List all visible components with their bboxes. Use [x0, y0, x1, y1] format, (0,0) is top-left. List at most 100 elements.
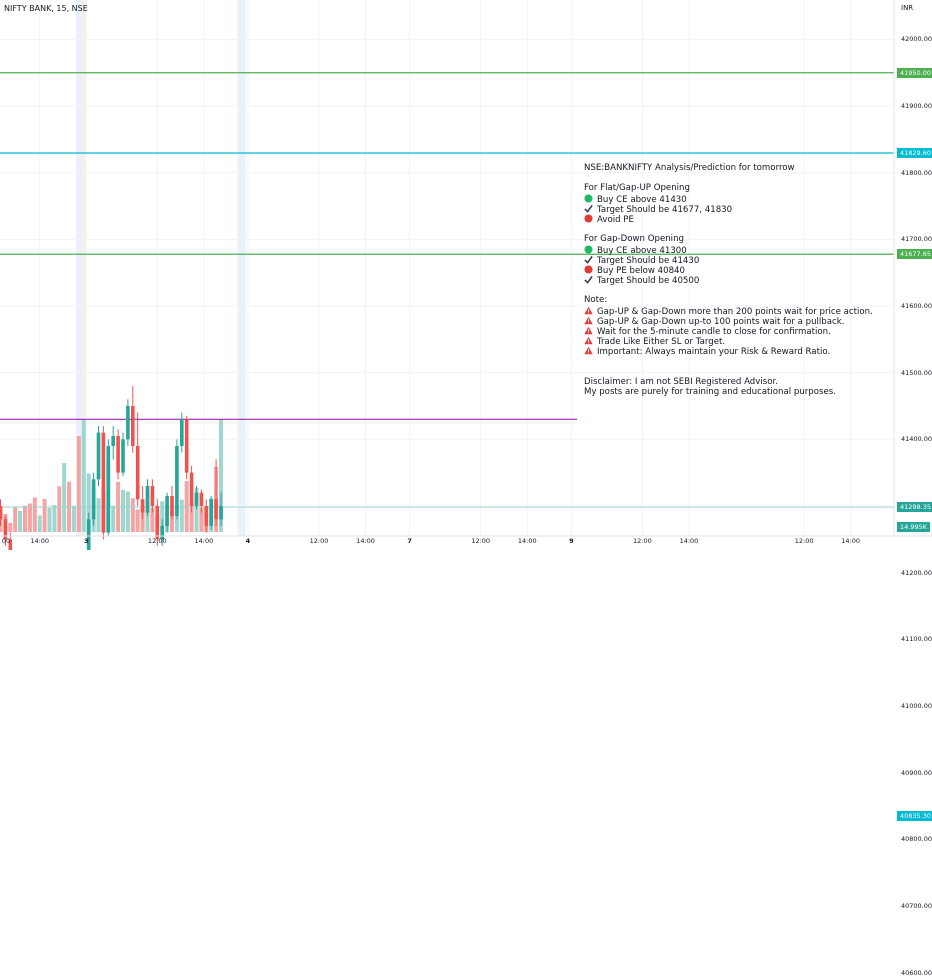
- warning-icon: [584, 326, 597, 337]
- session-highlight-1: [237, 0, 246, 536]
- annotation-text: Gap-UP & Gap-Down more than 200 points w…: [597, 306, 873, 317]
- candle-body-31: [150, 485, 155, 506]
- volume-bar-40: [194, 487, 199, 532]
- volume-bar-8: [37, 515, 42, 532]
- price-chart[interactable]: [0, 0, 932, 550]
- volume-bar-7: [32, 497, 37, 532]
- y-tick-label: 41500.00: [901, 368, 932, 377]
- chart-grid: [0, 0, 894, 536]
- y-tick-label: 41700.00: [901, 235, 932, 244]
- red-circle-icon: [584, 214, 597, 225]
- candle-body-25: [121, 439, 125, 473]
- red-circle-icon: [584, 265, 597, 276]
- y-tick-label: 40800.00: [901, 835, 932, 844]
- volume-bar-18: [86, 473, 91, 532]
- candle-body-42: [204, 505, 209, 526]
- annotation-spacer: [584, 285, 873, 295]
- x-tick-label: 12:00: [794, 537, 814, 545]
- candle-body-28: [135, 445, 140, 500]
- warning-icon: [584, 347, 597, 357]
- annotation-spacer: [584, 357, 873, 367]
- volume-bar-4: [18, 511, 23, 532]
- annotation-line: Buy PE below 40840: [584, 265, 873, 276]
- volume-bar-25: [121, 490, 125, 532]
- annotation-text: Wait for the 5-minute candle to close fo…: [597, 327, 831, 337]
- x-tick-label: 14:00: [356, 537, 375, 545]
- candle-body-33: [160, 525, 164, 540]
- y-tick-label: 40900.00: [901, 768, 932, 777]
- x-tick-label: 00: [1, 537, 11, 545]
- annotation-text: Gap-UP & Gap-Down up-to 100 points wait …: [597, 316, 845, 327]
- candle-body-27: [131, 405, 135, 446]
- annotation-text: Buy CE above 41300: [597, 245, 687, 256]
- annotation-line: NSE:BANKNIFTY Analysis/Prediction for to…: [584, 163, 873, 173]
- volume-bar-3: [13, 507, 18, 532]
- x-tick-label: 3: [83, 537, 89, 545]
- volume-bar-23: [111, 505, 116, 532]
- volume-bar-45: [219, 419, 223, 532]
- price-badge: 41298.35: [897, 502, 932, 513]
- warning-icon: [584, 306, 597, 317]
- x-tick-label: 14:00: [30, 537, 50, 545]
- annotation-line: Avoid PE: [584, 214, 873, 225]
- green-circle-icon: [584, 244, 597, 256]
- check-icon: [584, 204, 597, 215]
- volume-bar-28: [135, 509, 140, 532]
- annotation-spacer: [584, 224, 873, 234]
- warning-icon: [584, 316, 597, 327]
- volume-bar-38: [184, 481, 189, 532]
- x-tick-label: 12:00: [471, 537, 491, 545]
- volume-bar-11: [52, 505, 57, 532]
- price-badge: 41950.00: [897, 67, 932, 78]
- annotation-text: For Gap-Down Opening: [584, 234, 684, 245]
- candle-body-23: [111, 435, 115, 446]
- volume-bar-13: [62, 463, 67, 532]
- symbol-title[interactable]: NIFTY BANK, 15, NSE: [4, 4, 88, 13]
- volume-bar-39: [189, 501, 194, 532]
- check-icon: [584, 255, 597, 266]
- annotation-text: Target Should be 41677, 41830: [597, 204, 733, 215]
- volume-bar-15: [72, 505, 76, 532]
- annotation-text: Avoid PE: [597, 214, 634, 225]
- x-tick-label: 4: [245, 537, 251, 545]
- annotation-text: NSE:BANKNIFTY Analysis/Prediction for to…: [584, 163, 795, 173]
- x-tick-label: 14:00: [841, 537, 861, 545]
- candle-body-44: [214, 499, 218, 520]
- volume-bar-10: [47, 508, 52, 532]
- analysis-text-note[interactable]: NSE:BANKNIFTY Analysis/Prediction for to…: [584, 163, 873, 397]
- annotation-line: Target Should be 41677, 41830: [584, 204, 873, 215]
- candle-body-20: [96, 432, 101, 480]
- candle-body-0: [0, 505, 3, 520]
- candle-body-26: [126, 405, 130, 440]
- candle-body-22: [106, 445, 111, 533]
- price-badge: 41677.65: [897, 249, 932, 260]
- y-tick-label: 42000.00: [901, 35, 932, 44]
- annotation-spacer: [584, 367, 873, 377]
- volume-bar-35: [170, 509, 174, 532]
- session-highlight-edge: [82, 0, 86, 536]
- volume-bar-37: [179, 499, 184, 532]
- volume-bar-20: [96, 498, 101, 532]
- candle-body-38: [184, 419, 189, 473]
- price-badge: 40835.30: [897, 810, 932, 821]
- annotation-line: Target Should be 41430: [584, 255, 873, 266]
- candle-body-36: [175, 445, 179, 516]
- y-tick-label: 41400.00: [901, 435, 932, 444]
- candle-body-37: [180, 419, 184, 446]
- annotation-text: Target Should be 40500: [597, 276, 700, 287]
- volume-bar-26: [125, 491, 130, 532]
- x-tick-label: 7: [407, 537, 412, 545]
- annotation-line: Wait for the 5-minute candle to close fo…: [584, 326, 873, 337]
- y-tick-label: 41600.00: [901, 302, 932, 310]
- annotation-text: Trade Like Either SL or Target.: [597, 337, 726, 348]
- volume-bar-12: [57, 486, 62, 532]
- x-tick-label: 14:00: [679, 537, 699, 545]
- annotation-line: Gap-UP & Gap-Down up-to 100 points wait …: [584, 316, 873, 327]
- annotation-line: Buy CE above 41430: [584, 194, 873, 205]
- session-highlight-0: [75, 0, 84, 536]
- currency-label: INR: [901, 4, 914, 12]
- annotation-text: Buy PE below 40840: [597, 265, 685, 276]
- candle-body-43: [209, 499, 213, 526]
- annotation-line: For Flat/Gap-UP Opening: [584, 183, 873, 193]
- annotation-line: Important: Always maintain your Risk & R…: [584, 346, 873, 357]
